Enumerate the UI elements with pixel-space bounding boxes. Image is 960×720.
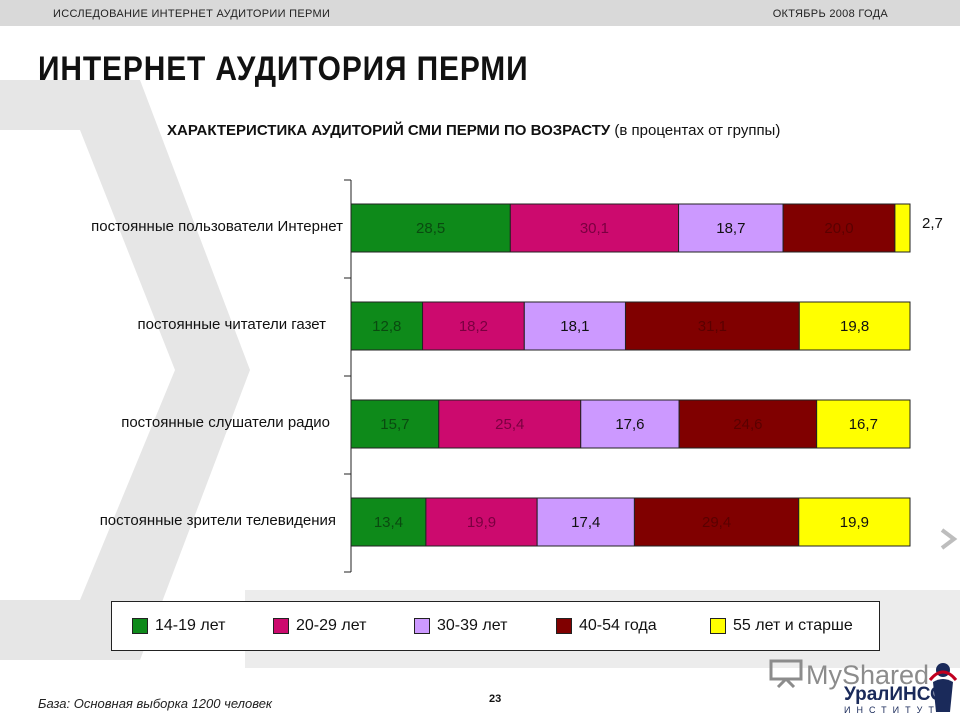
bar-segment: [633, 497, 800, 547]
legend-label: 20-29 лет: [296, 617, 367, 634]
bar-value-label: 19,9: [467, 514, 496, 531]
bar-value-label: 18,7: [716, 220, 745, 237]
bar-segment: [509, 203, 680, 253]
legend-label: 40-54 года: [579, 617, 657, 634]
bar-segment: [350, 497, 427, 547]
bar-segment: [678, 399, 818, 449]
legend-swatch: [710, 618, 726, 634]
presentation-icon: [769, 659, 803, 688]
chart-legend: 14-19 лет 20-29 лет 30-39 лет 40-54 года 55 …: [111, 601, 880, 651]
bar-segment: [624, 301, 800, 351]
bar-segment: [894, 203, 911, 253]
header-study-title: ИССЛЕДОВАНИЕ ИНТЕРНЕТ АУДИТОРИИ ПЕРМИ: [53, 8, 331, 20]
legend-label: 14-19 лет: [155, 617, 226, 634]
logo-area: MyShared УралИНСО ИНСТИТУТ: [760, 654, 960, 720]
bar-segment: [678, 203, 784, 253]
legend-swatch: [414, 618, 430, 634]
bar-segment: [350, 203, 511, 253]
bar-segment: [536, 497, 635, 547]
header-date: ОКТЯБРЬ 2008 ГОДА: [772, 8, 888, 20]
bar-segment: [350, 301, 424, 351]
category-label: постоянные читатели газет: [138, 316, 327, 333]
chart-subtitle-bold: ХАРАКТЕРИСТИКА АУДИТОРИЙ СМИ ПЕРМИ ПО ВО…: [167, 122, 611, 139]
bar-value-label: 28,5: [416, 220, 445, 237]
bar-value-label: 15,7: [380, 416, 409, 433]
category-label: постоянные слушатели радио: [121, 414, 330, 431]
bar-value-label: 17,6: [615, 416, 644, 433]
bar-value-label: 30,1: [580, 220, 609, 237]
legend-swatch: [556, 618, 572, 634]
bar-value-label: 18,2: [459, 318, 488, 335]
page-title: ИНТЕРНЕТ АУДИТОРИЯ ПЕРМИ: [38, 50, 529, 88]
legend-label: 30-39 лет: [437, 617, 508, 634]
bar-segment: [798, 301, 911, 351]
chart-subtitle-note: (в процентах от группы): [614, 122, 781, 139]
bar-value-label: 17,4: [571, 514, 600, 531]
bar-value-label: 2,7: [922, 215, 943, 232]
bar-segment: [422, 301, 525, 351]
bar-value-label: 24,6: [733, 416, 762, 433]
bar-value-label: 20,0: [824, 220, 853, 237]
legend-swatch: [273, 618, 289, 634]
legend-label: 55 лет и старше: [733, 617, 853, 634]
category-label: постоянные пользователи Интернет: [91, 218, 343, 235]
legend-item: 30-39 лет: [414, 616, 507, 636]
bar-value-label: 25,4: [495, 416, 524, 433]
legend-swatch: [132, 618, 148, 634]
top-header-bar: ИССЛЕДОВАНИЕ ИНТЕРНЕТ АУДИТОРИИ ПЕРМИ ОК…: [0, 0, 960, 26]
legend-item: 14-19 лет: [132, 616, 225, 636]
bar-value-label: 18,1: [560, 318, 589, 335]
sample-base-note: База: Основная выборка 1200 человек: [38, 696, 273, 711]
legend-item: 40-54 года: [556, 616, 657, 636]
bar-value-label: 19,9: [840, 514, 869, 531]
chart-subtitle: ХАРАКТЕРИСТИКА АУДИТОРИЙ СМИ ПЕРМИ ПО ВО…: [167, 122, 780, 139]
legend-item: 55 лет и старше: [710, 616, 853, 636]
bar-segment: [798, 497, 911, 547]
background-chevron-shape: [0, 80, 250, 660]
bar-value-label: 16,7: [849, 416, 878, 433]
bar-value-label: 29,4: [702, 514, 731, 531]
bar-value-label: 13,4: [374, 514, 403, 531]
bar-segment: [425, 497, 538, 547]
category-label: постоянные зрители телевидения: [100, 512, 336, 529]
bar-segment: [816, 399, 911, 449]
bar-segment: [438, 399, 582, 449]
legend-item: 20-29 лет: [273, 616, 366, 636]
next-arrow-icon[interactable]: [938, 526, 960, 552]
bar-segment: [350, 399, 440, 449]
bar-value-label: 19,8: [840, 318, 869, 335]
person-logo-icon: [928, 663, 958, 712]
watermark-text: MyShared: [806, 660, 930, 690]
bar-segment: [523, 301, 626, 351]
bar-value-label: 31,1: [698, 318, 727, 335]
company-logo-subtext: ИНСТИТУТ: [844, 705, 940, 715]
bar-value-label: 12,8: [372, 318, 401, 335]
company-logo-text: УралИНСО: [844, 684, 945, 705]
page-number: 23: [489, 693, 502, 705]
